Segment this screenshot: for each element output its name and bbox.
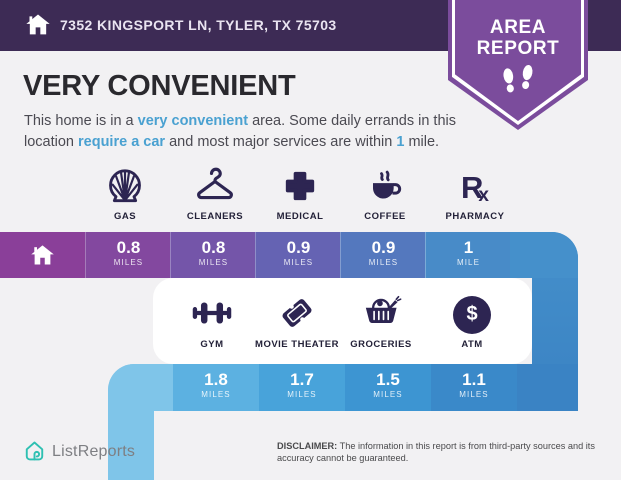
poi-gas: GAS xyxy=(75,160,175,222)
distance-band-row2: 1.8 MILES 1.7 MILES 1.5 MILES 1.1 MILES xyxy=(108,364,578,411)
distance-band-row1: 0.8 MILES 0.8 MILES 0.9 MILES 0.9 MILES 1 MIL… xyxy=(0,232,578,278)
poi-movie-theater: MOVIE THEATER xyxy=(247,286,347,350)
band-tail xyxy=(510,232,578,278)
band-tail xyxy=(108,364,173,411)
dumbbell-icon xyxy=(187,292,237,334)
highlight-require-a-car: require a car xyxy=(78,134,166,150)
poi-groceries: GROCERIES xyxy=(331,286,431,350)
listreports-brand: ListReports xyxy=(24,440,135,463)
distance-cell: 0.9 MILES xyxy=(255,232,341,278)
poi-medical: MEDICAL xyxy=(250,160,350,222)
listreports-logo-icon xyxy=(25,441,44,461)
badge-title: AREA REPORT xyxy=(476,17,560,59)
hanger-icon xyxy=(193,164,237,206)
coffee-cup-icon xyxy=(365,166,405,206)
highlight-very-convenient: very convenient xyxy=(137,113,249,129)
band-tail xyxy=(517,364,578,411)
dollar-coin-icon: $ xyxy=(453,296,491,334)
distance-cell: 0.9 MILES xyxy=(340,232,426,278)
grocery-basket-icon xyxy=(358,292,404,334)
property-address: 7352 KINGSPORT LN, TYLER, TX 75703 xyxy=(60,17,337,33)
highlight-one-mile: 1 xyxy=(396,134,405,150)
walkability-description: This home is in a very convenient area. … xyxy=(24,113,456,150)
disclaimer-text: DISCLAIMER: The information in this repo… xyxy=(277,441,595,463)
gas-shell-icon xyxy=(105,166,145,206)
distance-cell: 1 MILE xyxy=(425,232,511,278)
poi-gym: GYM xyxy=(162,286,262,350)
band-inner-corner xyxy=(154,411,174,431)
ticket-icon xyxy=(276,292,318,334)
distance-cell: 0.8 MILES xyxy=(85,232,171,278)
distance-cell: 1.5 MILES xyxy=(345,364,431,411)
listreports-wordmark: ListReports xyxy=(52,442,136,460)
poi-coffee: COFFEE xyxy=(335,160,435,222)
distance-cell: 0.8 MILES xyxy=(170,232,256,278)
distance-cell: 1.8 MILES xyxy=(173,364,259,411)
home-icon xyxy=(31,244,54,264)
band-home-cell xyxy=(0,232,85,278)
distance-cell: 1.7 MILES xyxy=(259,364,345,411)
distance-cell: 1.1 MILES xyxy=(431,364,517,411)
footprints-icon xyxy=(448,62,588,102)
area-report-badge: AREA REPORT xyxy=(448,0,588,130)
poi-cleaners: CLEANERS xyxy=(165,160,265,222)
medical-cross-icon xyxy=(280,166,320,206)
home-icon xyxy=(26,14,50,35)
walkability-headline: VERY CONVENIENT xyxy=(23,70,296,102)
poi-atm: $ ATM xyxy=(422,286,522,350)
